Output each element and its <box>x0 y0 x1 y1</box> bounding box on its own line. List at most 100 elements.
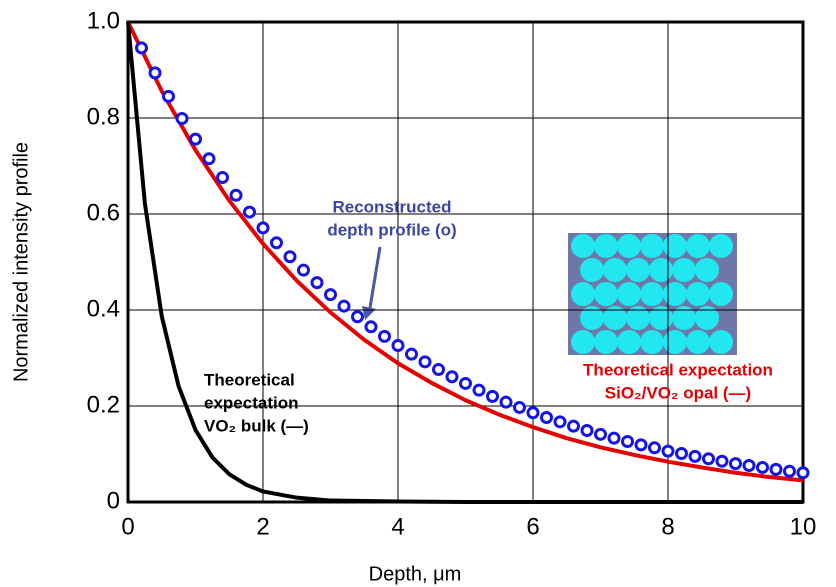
data-point <box>270 236 283 250</box>
data-point <box>499 395 513 409</box>
data-point <box>742 459 756 473</box>
opal-illustration <box>568 233 737 355</box>
data-point <box>607 431 621 445</box>
x-tick-label: 10 <box>790 513 817 540</box>
data-point <box>378 329 391 343</box>
annotation: SiO₂/VO₂ opal (—) <box>605 383 751 402</box>
opal-sphere <box>672 306 696 330</box>
opal-sphere <box>580 306 604 330</box>
data-point <box>351 310 364 324</box>
data-point <box>769 462 783 476</box>
data-point <box>661 444 675 458</box>
y-tick-label: 0.4 <box>87 295 120 322</box>
data-point <box>715 454 729 468</box>
opal-sphere <box>626 258 650 282</box>
data-point <box>445 370 459 384</box>
data-point <box>513 400 526 414</box>
annotation: Theoretical <box>204 370 295 389</box>
opal-sphere <box>649 306 673 330</box>
opal-sphere <box>686 282 710 306</box>
opal-sphere <box>571 282 595 306</box>
data-point <box>175 111 189 125</box>
opal-sphere <box>672 258 696 282</box>
data-point <box>432 363 445 377</box>
annotation: VO₂ bulk (—) <box>204 416 309 435</box>
opal-sphere <box>603 258 627 282</box>
data-point <box>202 152 216 166</box>
opal-sphere <box>686 330 710 354</box>
data-point <box>391 339 405 353</box>
data-point <box>567 419 580 433</box>
data-point <box>472 383 486 397</box>
opal-sphere <box>617 282 641 306</box>
y-tick-label: 1.0 <box>87 7 120 34</box>
opal-sphere <box>603 306 627 330</box>
opal-sphere <box>617 234 641 258</box>
data-point <box>702 452 715 466</box>
data-point <box>553 415 567 429</box>
opal-sphere <box>594 282 618 306</box>
data-point <box>324 288 337 302</box>
data-point <box>297 263 310 277</box>
data-point <box>229 188 243 202</box>
x-tick-label: 2 <box>256 513 269 540</box>
data-point <box>459 376 472 390</box>
opal-sphere <box>571 234 595 258</box>
y-tick-label: 0.6 <box>87 199 120 226</box>
data-point <box>688 449 702 463</box>
opal-sphere <box>571 330 595 354</box>
opal-sphere <box>580 258 604 282</box>
opal-sphere <box>663 330 687 354</box>
y-axis-label: Normalized intensity profile <box>10 142 32 382</box>
data-point <box>283 250 297 264</box>
data-point <box>648 441 661 455</box>
data-point <box>526 406 540 420</box>
data-point <box>783 464 796 478</box>
opal-sphere <box>640 234 664 258</box>
opal-sphere <box>709 330 733 354</box>
data-point <box>418 355 432 369</box>
x-axis-label: Depth, μm <box>369 563 462 585</box>
data-point <box>216 171 229 185</box>
opal-sphere <box>709 282 733 306</box>
x-tick-label: 8 <box>661 513 674 540</box>
opal-sphere <box>640 282 664 306</box>
annotation: Reconstructed <box>332 197 451 216</box>
data-point <box>135 41 148 55</box>
data-point <box>189 132 202 146</box>
y-tick-label: 0.2 <box>87 391 120 418</box>
opal-sphere <box>695 258 719 282</box>
data-point <box>540 411 553 425</box>
opal-sphere <box>709 234 733 258</box>
opal-sphere <box>594 330 618 354</box>
data-point <box>580 423 594 437</box>
x-tick-label: 0 <box>121 513 134 540</box>
data-point <box>364 320 378 334</box>
data-line <box>126 21 803 504</box>
data-point <box>756 460 769 474</box>
opal-sphere <box>649 258 673 282</box>
annotation: expectation <box>204 393 298 412</box>
data-point <box>634 438 648 452</box>
y-tick-label: 0 <box>107 487 120 514</box>
data-point <box>796 466 810 480</box>
data-point <box>729 457 742 471</box>
y-tick-label: 0.8 <box>87 103 120 130</box>
data-point <box>256 221 270 235</box>
opal-sphere <box>594 234 618 258</box>
opal-sphere <box>686 234 710 258</box>
data-line <box>126 21 804 483</box>
data-point <box>405 347 418 361</box>
data-point <box>162 89 175 103</box>
opal-sphere <box>663 234 687 258</box>
annotation-arrow <box>367 246 382 315</box>
opal-sphere <box>617 330 641 354</box>
data-point <box>337 299 351 313</box>
opal-sphere <box>663 282 687 306</box>
data-point <box>675 447 688 461</box>
data-point <box>243 205 256 219</box>
x-tick-label: 6 <box>526 513 539 540</box>
data-point <box>594 427 607 441</box>
opal-sphere <box>640 330 664 354</box>
